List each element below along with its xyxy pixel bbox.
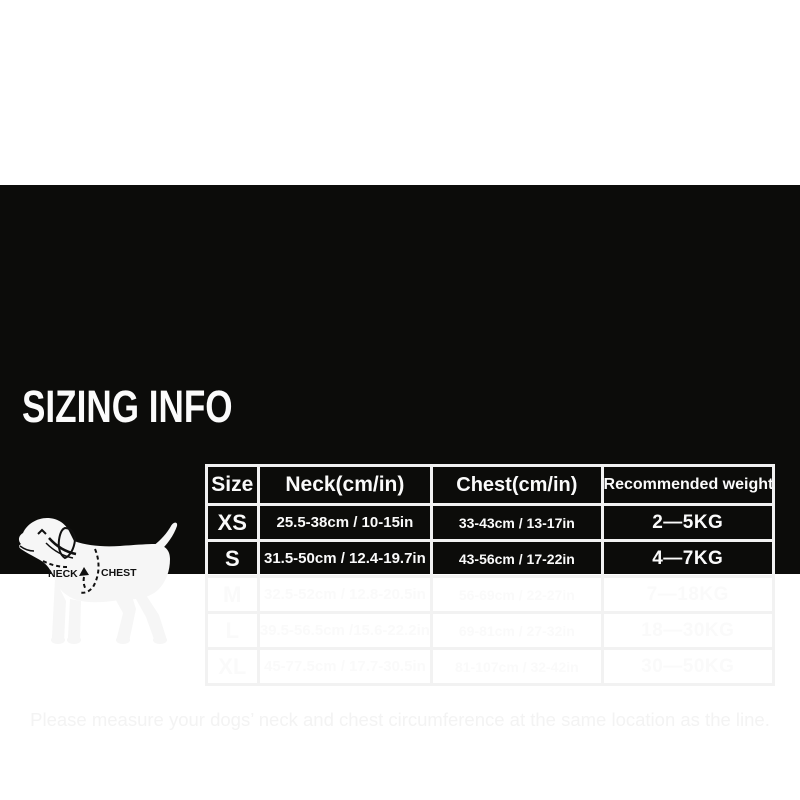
column-header-weight: Recommended weight — [600, 464, 776, 506]
arrow-up-icon — [79, 567, 89, 576]
weight-cell: 4—7KG — [600, 539, 776, 578]
dog-silhouette-icon: NECK CHEST — [18, 518, 178, 644]
page-title: SIZING INFO — [22, 381, 233, 432]
chest-cell: 33-43cm / 13-17in — [430, 503, 604, 542]
dog-measurement-illustration: NECK CHEST — [8, 515, 200, 673]
column-header-chest: Chest(cm/in) — [430, 464, 604, 506]
chest-cell: 43-56cm / 17-22in — [430, 539, 604, 578]
sizing-info-panel: SIZING INFO — [0, 185, 800, 730]
column-header-neck: Neck(cm/in) — [256, 464, 434, 506]
dog-face-details — [19, 526, 77, 560]
table-row-xs: XS 25.5-38cm / 10-15in 33-43cm / 13-17in… — [205, 503, 776, 542]
neck-label: NECK — [48, 568, 78, 580]
neck-measure-line — [42, 560, 68, 568]
table-row-l: L 39.5-56.5cm /15.6-22.2in 69-81cm / 27-… — [205, 611, 776, 650]
chest-label: CHEST — [101, 567, 137, 579]
neck-cell: 31.5-50cm / 12.4-19.7in — [256, 539, 434, 578]
column-header-size: Size — [205, 464, 260, 506]
size-cell: XL — [205, 647, 260, 686]
chest-measure-line — [78, 548, 100, 594]
weight-cell: 7—18KG — [600, 575, 776, 614]
table-row-s: S 31.5-50cm / 12.4-19.7in 43-56cm / 17-2… — [205, 539, 776, 578]
size-cell: M — [205, 575, 260, 614]
weight-cell: 2—5KG — [600, 503, 776, 542]
chest-cell: 81-107cm / 32-42in — [430, 647, 604, 686]
chest-cell: 69-81cm / 27-32in — [430, 611, 604, 650]
table-row-xl: XL 45-77.5cm / 17.7-30.5in 81-107cm / 32… — [205, 647, 776, 686]
size-cell: S — [205, 539, 260, 578]
size-cell: XS — [205, 503, 260, 542]
sizing-table: Size Neck(cm/in) Chest(cm/in) Recommende… — [205, 464, 776, 686]
table-header-row: Size Neck(cm/in) Chest(cm/in) Recommende… — [205, 464, 776, 506]
weight-cell: 30—50KG — [600, 647, 776, 686]
neck-cell: 45-77.5cm / 17.7-30.5in — [256, 647, 434, 686]
collar-line — [45, 537, 77, 559]
neck-cell: 39.5-56.5cm /15.6-22.2in — [256, 611, 434, 650]
neck-cell: 25.5-38cm / 10-15in — [256, 503, 434, 542]
measurement-note: Please measure your dogs’ neck and chest… — [30, 709, 770, 730]
weight-cell: 18—30KG — [600, 611, 776, 650]
neck-cell: 32.5-52cm / 12.8-20.5in — [256, 575, 434, 614]
size-cell: L — [205, 611, 260, 650]
table-row-m: M 32.5-52cm / 12.8-20.5in 56-69cm / 22-2… — [205, 575, 776, 614]
chest-cell: 56-69cm / 22-27in — [430, 575, 604, 614]
